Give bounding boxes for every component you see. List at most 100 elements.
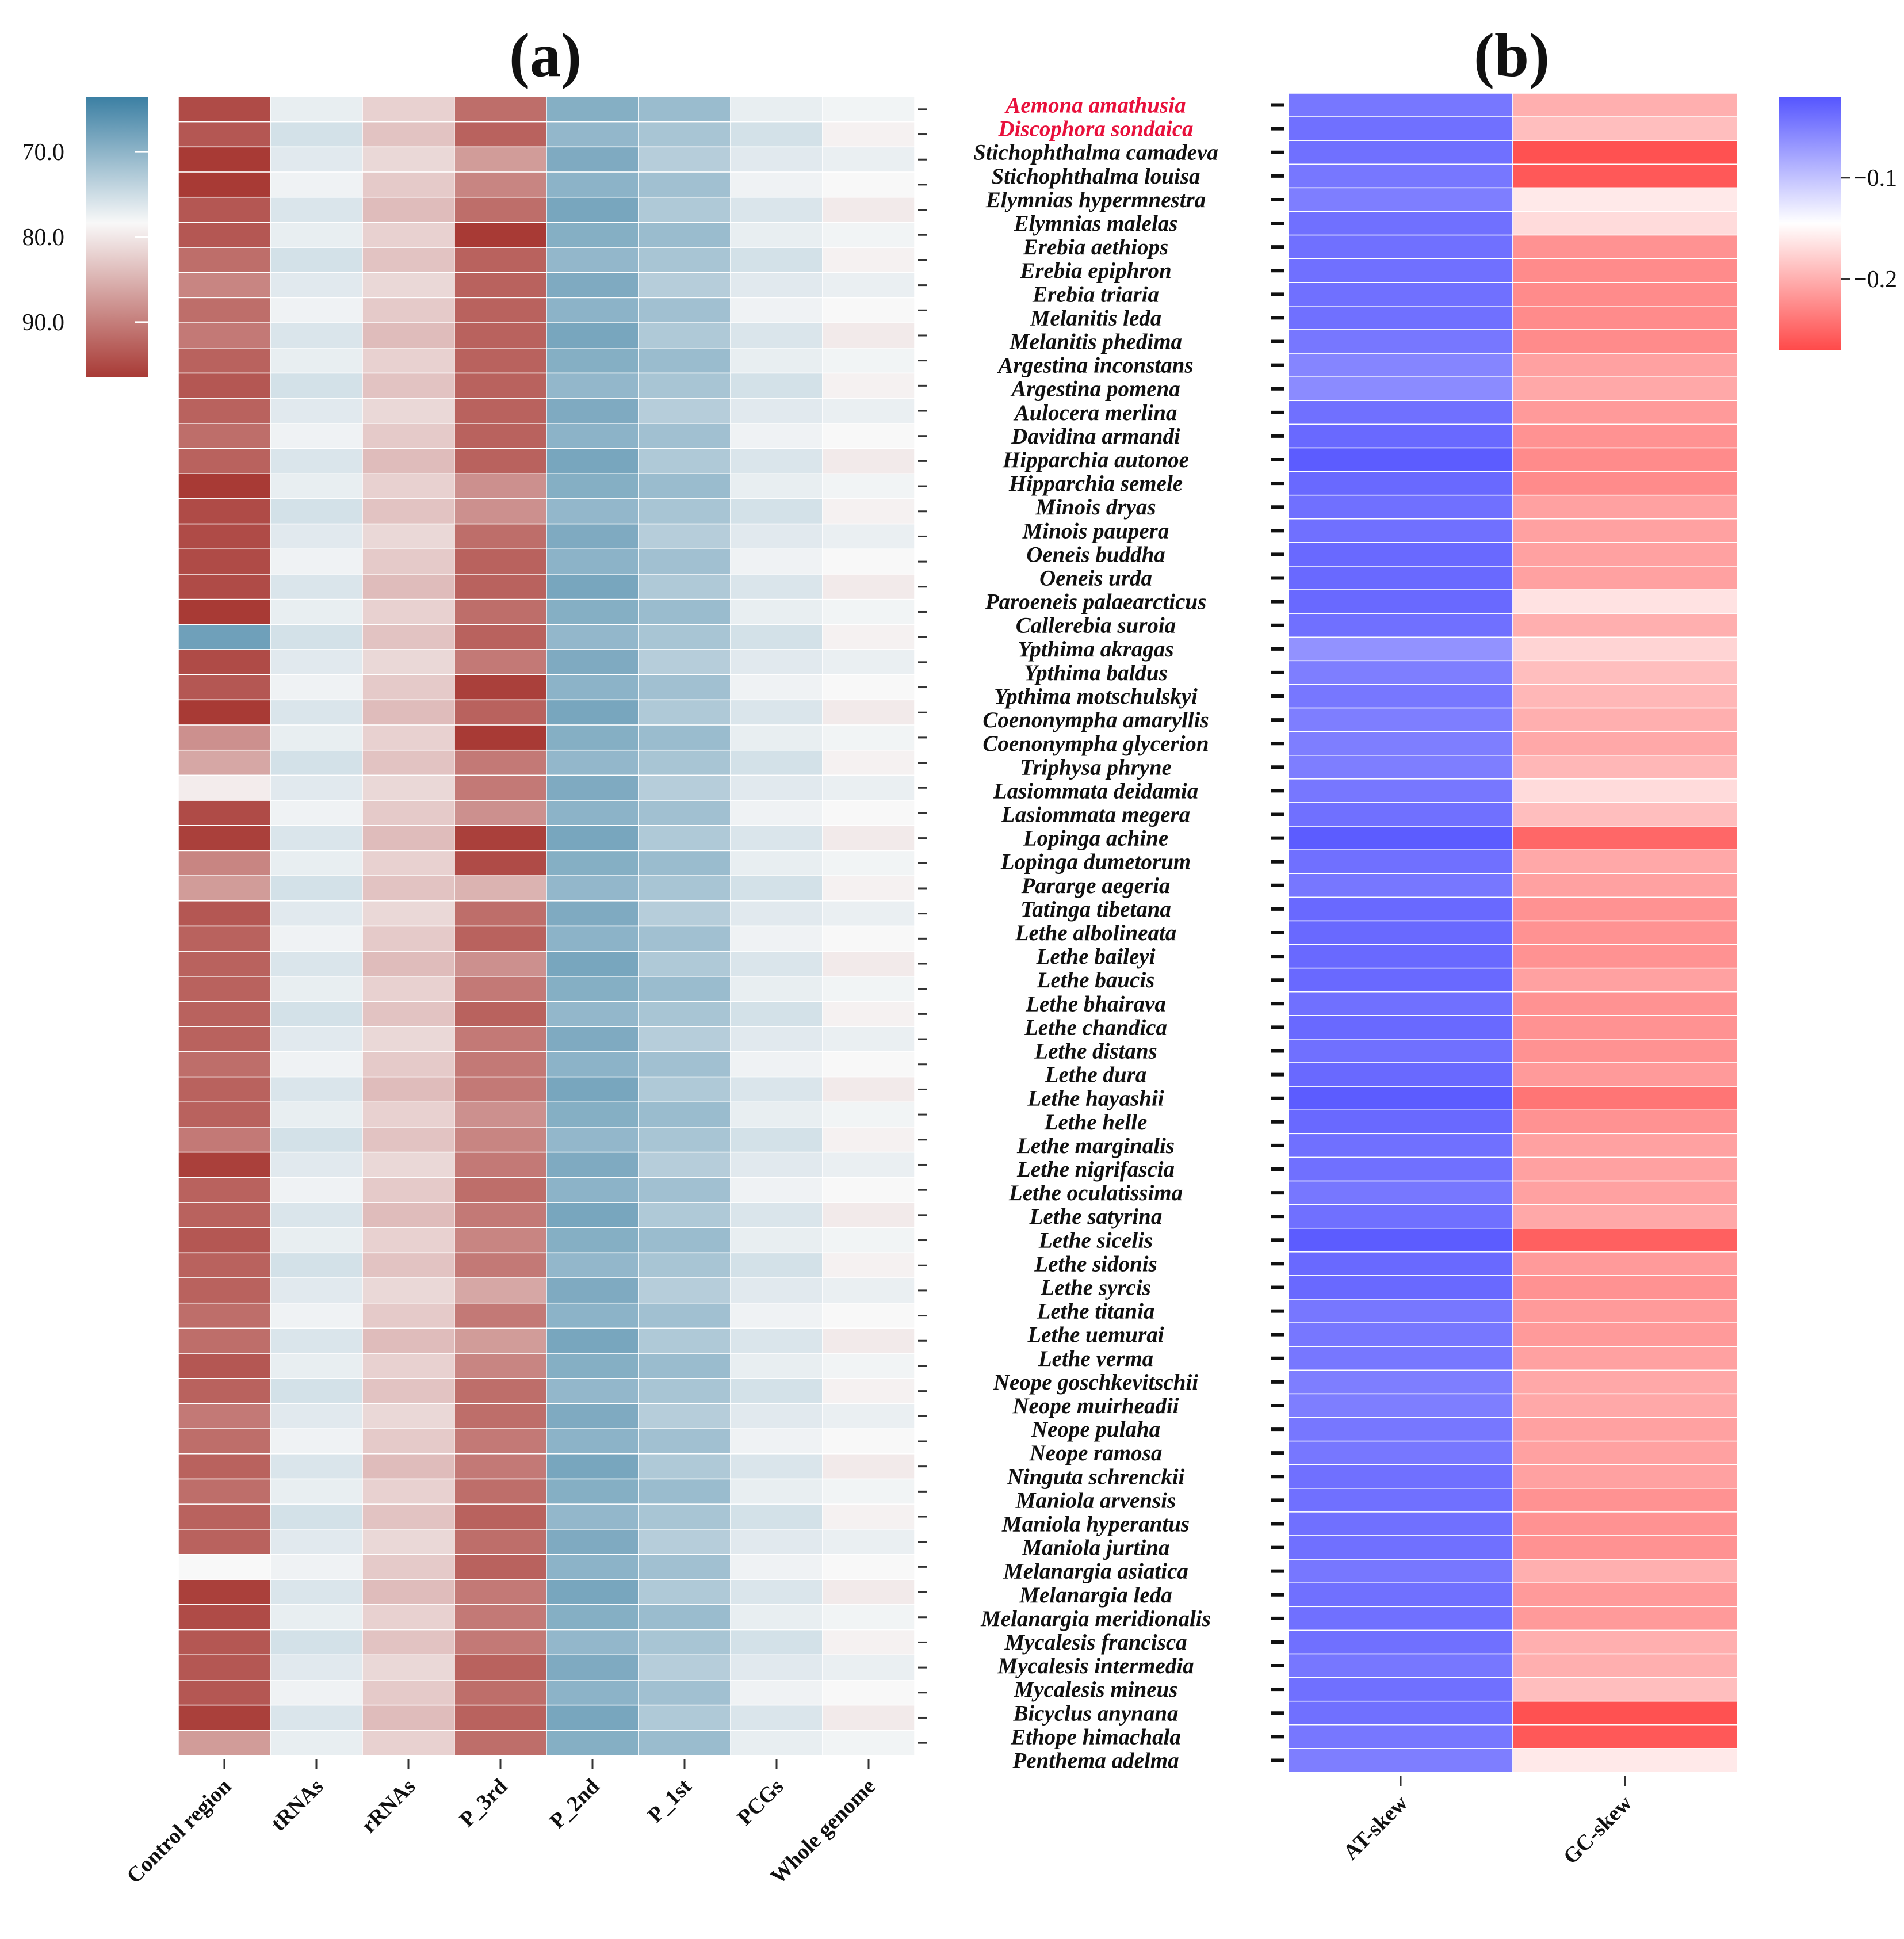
heat-a-cell: [822, 1076, 915, 1103]
heat-a-cell: [822, 1654, 915, 1681]
heat-a-cell: [178, 1327, 271, 1354]
heat-a-cell: [270, 574, 363, 600]
heat-a-cell: [270, 699, 363, 726]
species-label: Elymnias malelas: [1014, 211, 1178, 236]
heat-a-cell: [546, 222, 639, 248]
heat-a-cell: [270, 951, 363, 977]
heat-a-cell: [270, 1730, 363, 1756]
heat-a-cell: [362, 850, 455, 876]
heat-b-cell: [1512, 1417, 1738, 1442]
heat-a-cell: [638, 1026, 731, 1052]
heat-a-cell: [270, 1302, 363, 1329]
heat-a-cell: [362, 1101, 455, 1128]
species-label: Lethe bhairava: [1025, 991, 1166, 1016]
heat-a-cell: [454, 1378, 547, 1404]
species-label: Neope ramosa: [1029, 1441, 1163, 1465]
heat-a-cell: [822, 247, 915, 273]
heat-b-cell: [1288, 211, 1513, 236]
heat-a-cell: [454, 96, 547, 123]
heat-b-cell: [1288, 1440, 1513, 1465]
heat-b-cell: [1512, 1062, 1738, 1087]
heat-b-cell: [1512, 353, 1738, 377]
heat-a-cell: [546, 523, 639, 550]
heat-a-cell: [638, 1730, 731, 1756]
heat-b-cell: [1512, 660, 1738, 685]
heat-a-cell: [362, 1680, 455, 1706]
heat-b-cell: [1512, 1559, 1738, 1583]
heat-a-cell: [822, 1554, 915, 1580]
heat-a-cell: [178, 900, 271, 927]
species-label: Lethe dura: [1045, 1063, 1147, 1087]
heat-b-cell: [1288, 944, 1513, 969]
heat-b-cell: [1288, 1748, 1513, 1773]
heat-a-cell: [454, 1680, 547, 1706]
heat-a-cell: [178, 146, 271, 173]
heat-a-cell: [178, 1277, 271, 1304]
heat-b-cell: [1512, 1748, 1738, 1773]
heat-b-cell: [1512, 613, 1738, 638]
heat-b-cell: [1512, 873, 1738, 898]
heat-a-cell: [178, 649, 271, 675]
heat-a-cell: [454, 1503, 547, 1530]
heat-a-cell: [730, 1478, 823, 1505]
heat-a-cell: [362, 1478, 455, 1505]
heat-b-cell: [1288, 826, 1513, 850]
heat-a-cell: [270, 222, 363, 248]
heat-b-cell: [1512, 1629, 1738, 1655]
heat-a-cell: [730, 1680, 823, 1706]
heat-b-cell: [1288, 1582, 1513, 1608]
heat-a-cell: [362, 473, 455, 499]
heat-a-cell: [638, 96, 731, 123]
heat-a-cell: [546, 1202, 639, 1228]
heat-b-cell: [1512, 731, 1738, 756]
heat-a-cell: [730, 624, 823, 650]
heat-a-cell: [822, 322, 915, 349]
heat-a-cell: [454, 448, 547, 474]
heat-a-cell: [454, 1202, 547, 1228]
heat-a-cell: [730, 1403, 823, 1429]
species-label: Lethe hayashii: [1027, 1086, 1164, 1111]
heat-a-cell: [546, 1680, 639, 1706]
heat-a-cell: [730, 1252, 823, 1278]
heat-a-cell: [270, 850, 363, 876]
species-label: Ypthima baldus: [1024, 661, 1168, 685]
heat-a-cell: [362, 1730, 455, 1756]
heat-a-cell: [546, 1604, 639, 1631]
species-label: Ypthima motschulskyi: [994, 684, 1198, 709]
heat-b-cell: [1512, 1133, 1738, 1158]
heat-a-cell: [454, 699, 547, 726]
heat-a-cell: [822, 1202, 915, 1228]
heat-a-cell: [730, 1654, 823, 1681]
heat-b-cell: [1288, 873, 1513, 898]
heat-a-cell: [546, 297, 639, 323]
heat-a-cell: [822, 951, 915, 977]
heat-a-cell: [730, 1051, 823, 1078]
species-label: Lethe albolineata: [1015, 921, 1177, 945]
species-label: Lethe titania: [1037, 1299, 1155, 1324]
heat-a-cell: [546, 1428, 639, 1455]
heat-b-cell: [1288, 1275, 1513, 1300]
species-label: Neope muirheadii: [1012, 1394, 1179, 1418]
colorbar-b: −0.1 −0.2: [1779, 97, 1897, 350]
heat-a-cell: [362, 825, 455, 852]
heat-a-cell: [730, 825, 823, 852]
heat-b-column-label: GC-skew: [1559, 1791, 1637, 1869]
heat-a-cell: [638, 1680, 731, 1706]
heat-a-cell: [270, 196, 363, 223]
heat-a-cell: [730, 774, 823, 801]
heat-a-cell: [546, 1579, 639, 1605]
heat-a-cell: [454, 1127, 547, 1153]
heat-a-cell: [178, 850, 271, 876]
heat-a-cell: [822, 1177, 915, 1203]
heat-a-cell: [270, 1579, 363, 1605]
heat-a-cell: [178, 1403, 271, 1429]
heat-a-cell: [270, 1503, 363, 1530]
heat-a-cell: [454, 800, 547, 826]
heat-a-cell: [362, 1503, 455, 1530]
heat-b-cell: [1512, 991, 1738, 1016]
heat-b-cell: [1288, 258, 1513, 283]
heat-a-cell: [362, 1353, 455, 1379]
heat-a-cell: [546, 724, 639, 751]
heat-a-cell: [178, 171, 271, 198]
species-label: Ypthima akragas: [1018, 637, 1173, 662]
